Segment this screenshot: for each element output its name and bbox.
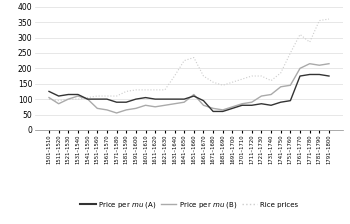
- Price per mu (B): [259, 95, 264, 97]
- Rice prices: [47, 98, 51, 100]
- Price per mu (A): [95, 98, 99, 100]
- Price per mu (A): [317, 73, 321, 76]
- Rice prices: [114, 95, 119, 97]
- Rice prices: [144, 88, 148, 91]
- Price per mu (B): [230, 106, 235, 108]
- Price per mu (B): [163, 104, 167, 107]
- Rice prices: [134, 88, 138, 91]
- Rice prices: [192, 56, 196, 59]
- Price per mu (B): [250, 101, 254, 103]
- Rice prices: [85, 96, 90, 99]
- Line: Rice prices: Rice prices: [49, 19, 329, 101]
- Price per mu (B): [134, 107, 138, 110]
- Price per mu (A): [153, 98, 157, 100]
- Price per mu (A): [298, 75, 302, 77]
- Rice prices: [308, 41, 312, 43]
- Price per mu (A): [76, 93, 80, 96]
- Rice prices: [269, 79, 273, 82]
- Price per mu (B): [288, 84, 293, 87]
- Price per mu (B): [221, 109, 225, 111]
- Price per mu (B): [182, 101, 186, 103]
- Price per mu (B): [240, 102, 244, 105]
- Price per mu (A): [182, 98, 186, 100]
- Price per mu (A): [57, 95, 61, 97]
- Price per mu (B): [173, 102, 177, 105]
- Line: Price per mu (B): Price per mu (B): [49, 64, 329, 113]
- Price per mu (A): [259, 102, 264, 105]
- Price per mu (B): [317, 64, 321, 67]
- Price per mu (B): [105, 109, 109, 111]
- Rice prices: [211, 81, 215, 84]
- Rice prices: [279, 72, 283, 74]
- Line: Price per mu (A): Price per mu (A): [49, 74, 329, 112]
- Rice prices: [327, 18, 331, 20]
- Price per mu (A): [230, 107, 235, 110]
- Price per mu (A): [124, 101, 128, 103]
- Price per mu (A): [144, 96, 148, 99]
- Rice prices: [76, 98, 80, 100]
- Rice prices: [259, 75, 264, 77]
- Rice prices: [230, 81, 235, 84]
- Price per mu (B): [95, 107, 99, 110]
- Price per mu (A): [134, 98, 138, 100]
- Rice prices: [66, 98, 70, 100]
- Rice prices: [317, 19, 321, 22]
- Price per mu (B): [211, 107, 215, 110]
- Price per mu (B): [47, 96, 51, 99]
- Rice prices: [124, 90, 128, 93]
- Price per mu (B): [57, 102, 61, 105]
- Rice prices: [105, 95, 109, 97]
- Price per mu (A): [173, 98, 177, 100]
- Price per mu (A): [163, 98, 167, 100]
- Rice prices: [153, 88, 157, 91]
- Price per mu (A): [105, 98, 109, 100]
- Price per mu (B): [327, 62, 331, 65]
- Price per mu (A): [192, 95, 196, 97]
- Rice prices: [288, 52, 293, 54]
- Price per mu (A): [250, 104, 254, 107]
- Price per mu (A): [47, 90, 51, 93]
- Price per mu (B): [85, 98, 90, 100]
- Price per mu (B): [192, 93, 196, 96]
- Price per mu (B): [66, 98, 70, 100]
- Legend: Price per $\it{mu}$ (A), Price per $\it{mu}$ (B), Rice prices: Price per $\it{mu}$ (A), Price per $\it{…: [77, 198, 301, 213]
- Price per mu (A): [211, 110, 215, 113]
- Rice prices: [163, 88, 167, 91]
- Price per mu (A): [201, 99, 205, 102]
- Price per mu (B): [298, 67, 302, 70]
- Price per mu (A): [279, 101, 283, 103]
- Price per mu (A): [327, 75, 331, 77]
- Rice prices: [95, 95, 99, 97]
- Price per mu (B): [269, 93, 273, 96]
- Rice prices: [240, 78, 244, 80]
- Price per mu (A): [269, 104, 273, 107]
- Price per mu (B): [308, 62, 312, 65]
- Price per mu (B): [114, 112, 119, 114]
- Price per mu (A): [66, 93, 70, 96]
- Price per mu (B): [279, 85, 283, 88]
- Rice prices: [221, 84, 225, 87]
- Rice prices: [201, 75, 205, 77]
- Price per mu (A): [221, 110, 225, 113]
- Price per mu (A): [114, 101, 119, 103]
- Price per mu (B): [144, 104, 148, 107]
- Price per mu (B): [76, 95, 80, 97]
- Price per mu (B): [201, 104, 205, 107]
- Rice prices: [57, 99, 61, 102]
- Price per mu (A): [240, 104, 244, 107]
- Price per mu (B): [153, 106, 157, 108]
- Price per mu (A): [308, 73, 312, 76]
- Price per mu (A): [85, 98, 90, 100]
- Rice prices: [298, 33, 302, 36]
- Rice prices: [250, 75, 254, 77]
- Rice prices: [173, 75, 177, 77]
- Price per mu (A): [288, 99, 293, 102]
- Rice prices: [182, 59, 186, 62]
- Price per mu (B): [124, 109, 128, 111]
